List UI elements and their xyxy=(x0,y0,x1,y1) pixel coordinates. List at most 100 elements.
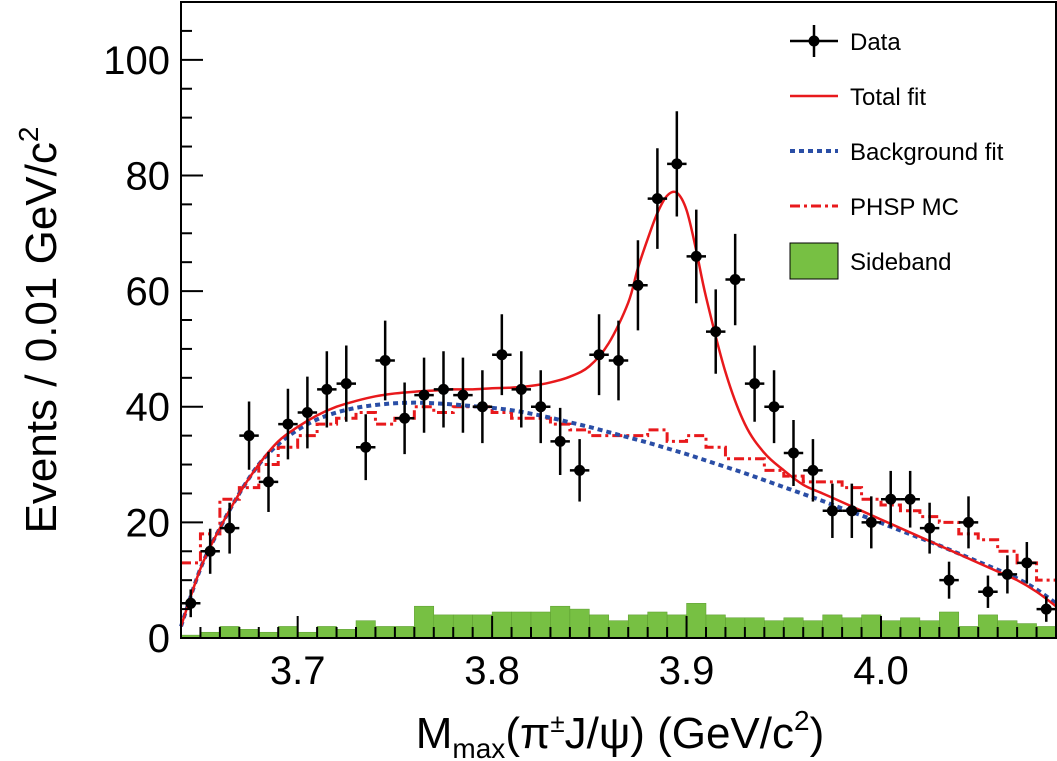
data-marker xyxy=(865,516,877,528)
sideband-bin xyxy=(1016,623,1037,639)
sideband-bin xyxy=(569,608,590,639)
sideband-bin xyxy=(394,626,415,639)
x-tick-label: 3.9 xyxy=(659,649,715,693)
sideband-bin xyxy=(589,614,610,639)
x-title-sup: ± xyxy=(550,708,564,738)
sideband-bin xyxy=(550,605,571,639)
data-marker xyxy=(632,279,644,291)
data-point xyxy=(356,414,376,481)
data-point xyxy=(492,314,512,396)
sideband-bin xyxy=(608,620,629,639)
x-title-mid1: (π xyxy=(505,709,550,758)
data-marker xyxy=(457,389,469,401)
data-point xyxy=(764,370,784,444)
data-point xyxy=(433,351,454,428)
data-point xyxy=(939,561,959,599)
data-marker xyxy=(729,274,741,286)
legend-swatch xyxy=(789,242,839,280)
sideband-histogram xyxy=(180,603,1057,639)
data-marker xyxy=(671,158,683,170)
data-point xyxy=(647,148,668,249)
data-point xyxy=(317,351,337,428)
data-point xyxy=(1017,542,1037,584)
data-point xyxy=(667,111,687,217)
data-point xyxy=(472,370,493,444)
legend: Data Total fit Background fit PHSP MC Sideba… xyxy=(789,25,1004,280)
y-title-main: Events / 0.01 GeV/c xyxy=(17,142,66,533)
data-marker xyxy=(379,354,391,366)
data-point xyxy=(686,209,706,304)
data-marker xyxy=(185,597,197,609)
data-marker xyxy=(768,401,780,413)
sideband-bin xyxy=(822,614,843,639)
data-point xyxy=(783,420,804,486)
data-point xyxy=(375,320,395,401)
data-point xyxy=(589,314,609,396)
data-point xyxy=(628,240,648,331)
legend-entry: Background fit xyxy=(790,139,1004,166)
data-marker xyxy=(399,412,411,424)
sideband-bin xyxy=(666,614,687,639)
legend-entry: PHSP MC xyxy=(790,194,959,221)
data-marker xyxy=(1021,557,1033,569)
x-title-sub: max xyxy=(452,733,505,761)
data-point xyxy=(569,439,590,502)
sideband-bin xyxy=(627,614,648,639)
legend-label: Total fit xyxy=(850,84,926,111)
legend-entry: Sideband xyxy=(789,242,951,280)
sideband-bin xyxy=(530,611,551,639)
sideband-bin xyxy=(336,629,357,639)
y-title-sup: 2 xyxy=(13,127,44,143)
sideband-bin xyxy=(919,620,940,639)
sideband-bin xyxy=(939,611,960,639)
y-tick-label: 60 xyxy=(126,270,171,314)
axis-ticks xyxy=(181,1,1057,639)
data-marker xyxy=(943,574,955,586)
data-points-group xyxy=(181,111,1056,622)
sideband-bin xyxy=(725,617,746,639)
data-marker xyxy=(535,401,547,413)
data-marker xyxy=(204,545,216,557)
sideband-bin xyxy=(375,626,396,639)
sideband-bin xyxy=(686,603,707,639)
sideband-bin xyxy=(219,626,240,639)
sideband-bin xyxy=(239,629,260,639)
y-tick-label: 40 xyxy=(126,386,171,430)
data-point xyxy=(881,470,901,528)
data-marker xyxy=(593,349,605,361)
legend-label: Data xyxy=(850,29,901,56)
y-tick-label: 80 xyxy=(126,154,171,198)
sideband-bin xyxy=(997,620,1018,639)
data-marker xyxy=(885,493,897,505)
data-marker xyxy=(438,383,449,395)
sideband-bin xyxy=(472,614,493,639)
sideband-bin xyxy=(977,614,998,639)
legend-label: Background fit xyxy=(850,139,1004,166)
data-point xyxy=(200,528,220,574)
sideband-bin xyxy=(841,617,862,639)
data-marker xyxy=(301,407,313,419)
data-point xyxy=(239,401,259,470)
data-marker xyxy=(1001,568,1013,580)
data-point xyxy=(1036,596,1056,622)
sideband-bin xyxy=(355,620,376,639)
sideband-bin xyxy=(861,614,882,639)
sideband-bin xyxy=(802,620,823,639)
total-fit-line xyxy=(179,190,1057,627)
sideband-bin xyxy=(277,626,298,639)
sideband-bin xyxy=(511,611,532,639)
data-marker xyxy=(651,193,663,205)
sideband-bin xyxy=(316,626,337,639)
data-point xyxy=(822,483,843,538)
sideband-bin xyxy=(647,611,668,639)
data-marker xyxy=(1040,603,1052,615)
sideband-bin xyxy=(880,620,901,639)
legend-label: Sideband xyxy=(850,249,951,276)
data-point xyxy=(803,439,823,502)
data-point xyxy=(336,345,356,422)
data-marker xyxy=(613,354,624,366)
x-tick-label: 3.7 xyxy=(270,649,326,693)
data-point xyxy=(861,496,881,549)
total-fit-curve-group xyxy=(179,190,1057,627)
